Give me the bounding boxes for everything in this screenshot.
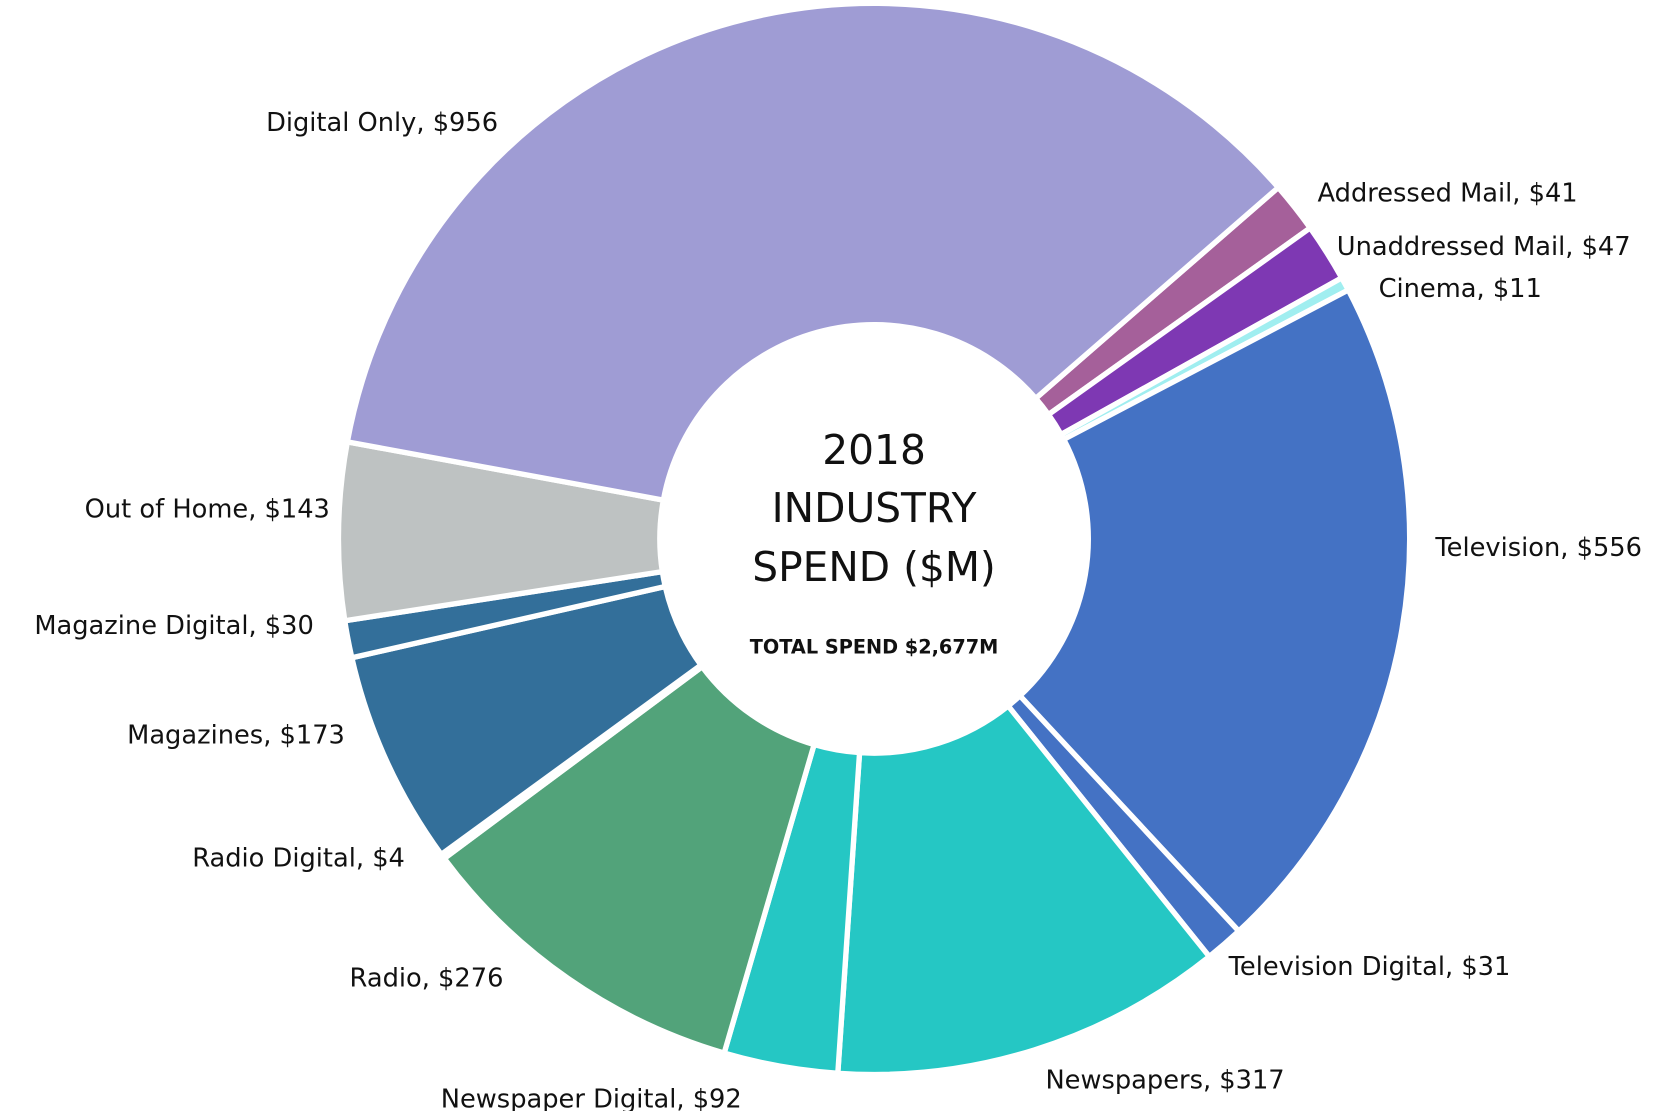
donut-slice — [835, 703, 1212, 1078]
slice-label: Television Digital, $31 — [1228, 952, 1511, 982]
donut-slice — [344, 0, 1281, 503]
center-title: INDUSTRY — [772, 484, 977, 532]
slice-label: Newspaper Digital, $92 — [441, 1085, 742, 1111]
center-subtitle: TOTAL SPEND $2,677M — [750, 636, 999, 659]
slice-label: Addressed Mail, $41 — [1318, 178, 1578, 208]
slice-label: Cinema, $11 — [1379, 274, 1542, 304]
slice-label: Unaddressed Mail, $47 — [1337, 232, 1631, 262]
donut-slice — [1017, 287, 1413, 934]
center-title: SPEND ($M) — [752, 543, 996, 591]
donut-slice — [441, 664, 817, 1056]
slice-label: Out of Home, $143 — [85, 494, 330, 524]
center-title: 2018 — [822, 426, 926, 474]
slice-label: Digital Only, $956 — [266, 108, 498, 138]
slice-label: Television, $556 — [1434, 533, 1642, 563]
slice-label: Radio Digital, $4 — [192, 844, 405, 874]
slice-label: Newspapers, $317 — [1045, 1065, 1284, 1095]
slice-label: Magazine Digital, $30 — [34, 611, 314, 641]
slice-label: Radio, $276 — [350, 964, 504, 994]
slice-label: Magazines, $173 — [127, 720, 345, 750]
